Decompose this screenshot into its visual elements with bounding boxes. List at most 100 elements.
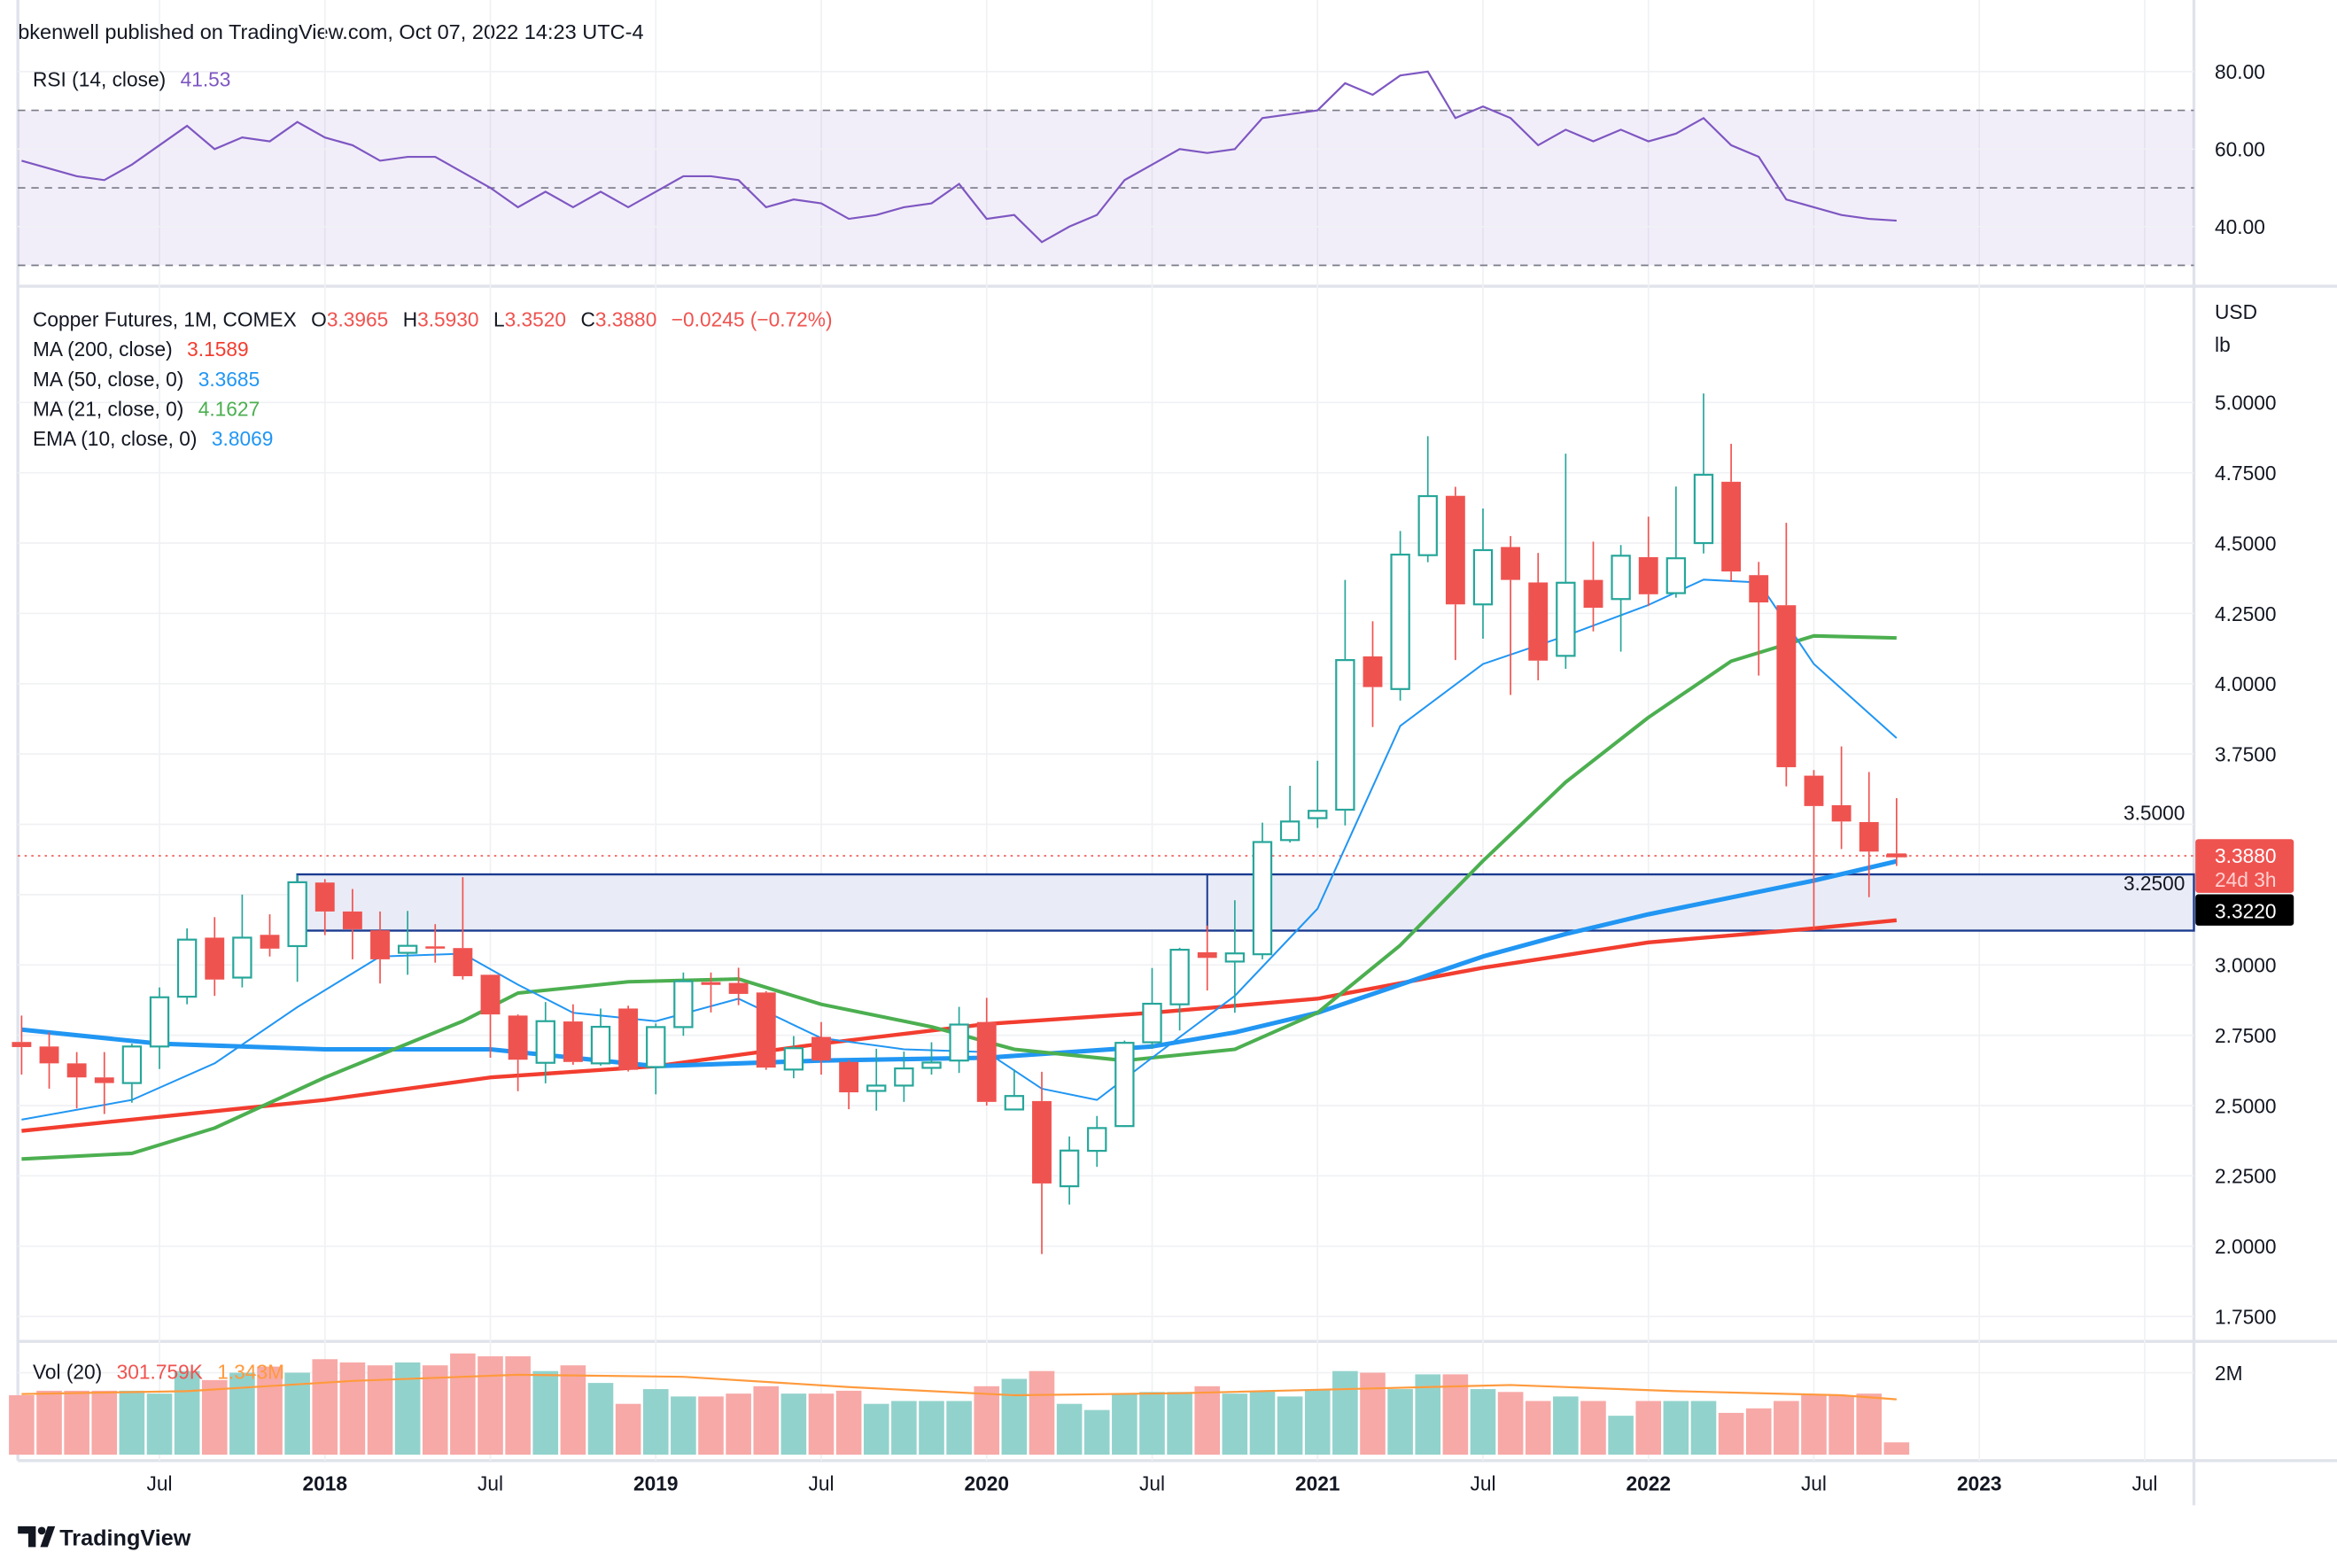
volume-bar[interactable] <box>119 1390 145 1455</box>
candle[interactable] <box>1059 1136 1080 1205</box>
candle[interactable] <box>728 967 749 1005</box>
rsi-pane[interactable] <box>18 70 2194 267</box>
ma50-line[interactable] <box>21 858 1898 1069</box>
volume-bar[interactable] <box>36 1390 62 1455</box>
candle[interactable] <box>921 1042 942 1075</box>
candle[interactable] <box>149 987 170 1069</box>
volume-bar[interactable] <box>1083 1409 1110 1455</box>
candle[interactable] <box>783 1036 804 1079</box>
candle[interactable] <box>232 894 252 988</box>
candle[interactable] <box>1087 1115 1107 1168</box>
volume-bar[interactable] <box>1525 1401 1551 1455</box>
volume-bar[interactable] <box>1828 1394 1854 1455</box>
ma200-line[interactable] <box>21 918 1898 1133</box>
candle[interactable] <box>1004 1069 1025 1111</box>
volume-bar[interactable] <box>1112 1393 1137 1455</box>
volume-bar[interactable] <box>146 1393 173 1455</box>
ma50-legend[interactable]: MA (50, close, 0) 3.3685 <box>33 368 260 391</box>
volume-bar[interactable] <box>312 1359 338 1455</box>
volume-bar[interactable] <box>1304 1389 1331 1455</box>
volume-bar[interactable] <box>1332 1370 1358 1455</box>
volume-bar[interactable] <box>1690 1401 1717 1455</box>
candle[interactable] <box>287 874 307 982</box>
volume-ma-line[interactable] <box>21 1373 1897 1401</box>
volume-bar[interactable] <box>1856 1393 1883 1455</box>
candle[interactable] <box>1528 553 1549 680</box>
ma21-line[interactable] <box>21 633 1897 1161</box>
candle[interactable] <box>1611 545 1631 652</box>
candle[interactable] <box>1032 1071 1052 1254</box>
candle[interactable] <box>453 877 473 980</box>
volume-bar[interactable] <box>726 1393 751 1455</box>
volume-bar[interactable] <box>201 1379 228 1455</box>
candle[interactable] <box>1308 760 1328 828</box>
candle[interactable] <box>12 1015 32 1075</box>
volume-bar[interactable] <box>642 1389 669 1455</box>
candle[interactable] <box>314 879 335 935</box>
candle[interactable] <box>563 1004 583 1065</box>
volume-bar[interactable] <box>1470 1389 1496 1455</box>
volume-bar[interactable] <box>1580 1401 1606 1455</box>
volume-bar[interactable] <box>450 1353 476 1455</box>
candle[interactable] <box>1638 516 1658 607</box>
candle[interactable] <box>839 1060 859 1110</box>
volume-bar[interactable] <box>257 1366 283 1455</box>
volume-bar[interactable] <box>339 1362 366 1455</box>
candle[interactable] <box>121 1044 143 1103</box>
candle[interactable] <box>701 972 721 1013</box>
volume-bar[interactable] <box>1801 1394 1827 1455</box>
support-zone-rectangle[interactable] <box>296 873 2195 932</box>
candle[interactable] <box>508 1014 528 1091</box>
candle[interactable] <box>1749 562 1769 676</box>
candle[interactable] <box>342 889 362 959</box>
candle[interactable] <box>618 1005 639 1072</box>
volume-bar[interactable] <box>532 1370 559 1455</box>
candle[interactable] <box>673 972 694 1036</box>
candle[interactable] <box>866 1048 887 1111</box>
candle[interactable] <box>535 1002 555 1083</box>
candle[interactable] <box>1445 486 1465 661</box>
candle[interactable] <box>756 990 776 1070</box>
candle[interactable] <box>949 1006 969 1074</box>
candle[interactable] <box>94 1052 114 1114</box>
candle[interactable] <box>1804 770 1824 929</box>
volume-bar[interactable] <box>587 1383 614 1455</box>
volume-bar[interactable] <box>1001 1378 1028 1455</box>
candle[interactable] <box>894 1052 914 1102</box>
candle[interactable] <box>646 1023 666 1095</box>
candle[interactable] <box>1417 436 1438 563</box>
volume-bar[interactable] <box>974 1386 1000 1455</box>
candle[interactable] <box>39 1032 59 1089</box>
rsi-legend[interactable]: RSI (14, close) 41.53 <box>33 68 230 91</box>
candle[interactable] <box>590 1008 611 1066</box>
tradingview-logo[interactable]: TradingView <box>18 1526 191 1551</box>
volume-bar[interactable] <box>1277 1396 1303 1455</box>
volume-bar[interactable] <box>477 1356 503 1455</box>
ma200-legend[interactable]: MA (200, close) 3.1589 <box>33 338 249 361</box>
candle[interactable] <box>1335 579 1355 826</box>
volume-bar[interactable] <box>91 1390 118 1455</box>
candle[interactable] <box>260 914 280 957</box>
volume-bar[interactable] <box>1635 1401 1662 1455</box>
volume-bar[interactable] <box>891 1401 917 1455</box>
volume-bar[interactable] <box>671 1396 696 1455</box>
volume-bar[interactable] <box>1387 1389 1413 1455</box>
candle[interactable] <box>1169 947 1190 1031</box>
candle[interactable] <box>397 911 418 975</box>
volume-bar[interactable] <box>946 1401 972 1455</box>
candle[interactable] <box>1114 1040 1135 1128</box>
candle[interactable] <box>976 997 997 1106</box>
volume-bar[interactable] <box>1718 1412 1744 1455</box>
candle[interactable] <box>1776 523 1797 787</box>
volume-bar[interactable] <box>615 1403 641 1455</box>
volume-bar[interactable] <box>1139 1392 1165 1455</box>
volume-bar[interactable] <box>560 1365 586 1455</box>
volume-bar[interactable] <box>1497 1392 1524 1455</box>
currency-label[interactable]: USD <box>2215 300 2257 323</box>
rsi-line[interactable] <box>21 70 1897 244</box>
volume-bar[interactable] <box>1608 1416 1634 1455</box>
price-pane[interactable] <box>12 393 2194 1254</box>
volume-bar[interactable] <box>863 1403 889 1455</box>
candle[interactable] <box>176 928 198 1005</box>
